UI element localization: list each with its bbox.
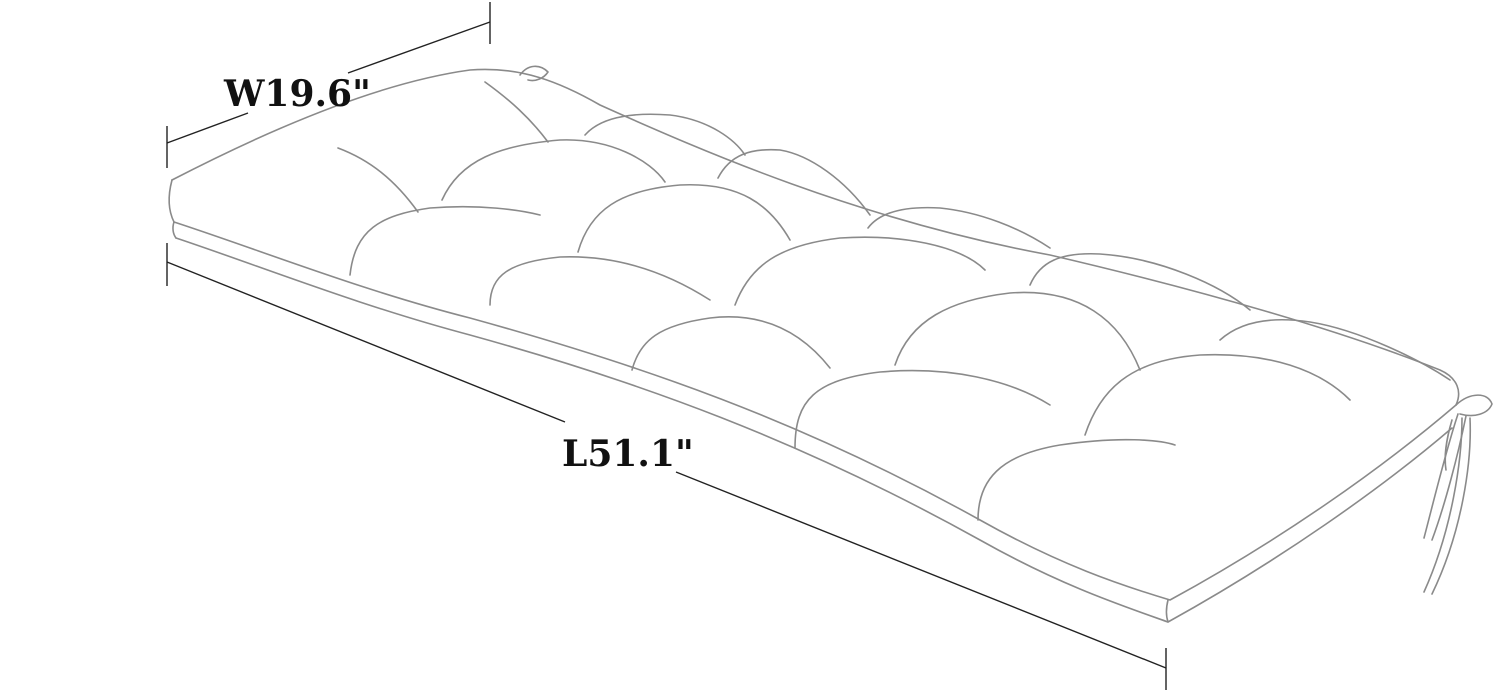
cushion-left-end [172, 221, 177, 239]
tie-loop [519, 65, 549, 82]
tie-strap [1444, 419, 1453, 471]
cushion-top-edge [171, 68, 1460, 406]
tie-strap [1423, 417, 1463, 593]
tuft-crease [337, 147, 419, 213]
tie-strap [1423, 413, 1459, 539]
length-dimension-line-left [166, 261, 566, 423]
tie-strap [1455, 394, 1493, 417]
tuft-pillow [734, 236, 986, 306]
tuft-crease [484, 81, 549, 143]
tuft-pillow [584, 113, 746, 156]
tuft-pillow [794, 369, 1051, 449]
tuft-pillow [577, 183, 791, 253]
width-dimension-line-lower [166, 112, 249, 144]
cushion-piping-top [173, 221, 1457, 601]
tuft-pillow [1029, 252, 1251, 311]
tuft-pillow [349, 205, 541, 276]
tuft-pillow [977, 438, 1176, 521]
cushion-left-seam [168, 179, 175, 223]
width-dimension-line-upper [347, 21, 491, 74]
cushion-right-end [1165, 599, 1169, 623]
tie-strap [1431, 417, 1472, 595]
tuft-pillow [1084, 353, 1351, 436]
tuft-pillow [441, 139, 666, 201]
tuft-pillow [867, 206, 1051, 249]
tuft-pillow [1219, 319, 1451, 381]
width-dimension-label: W19.6" [224, 73, 371, 115]
length-dimension-label: L51.1" [562, 433, 694, 475]
tuft-pillow [631, 316, 831, 371]
tuft-pillow [894, 291, 1141, 371]
length-dimension-line-right [675, 471, 1167, 669]
tuft-pillow [717, 148, 871, 216]
tuft-pillow [489, 256, 711, 306]
cushion-piping-bottom [175, 237, 1453, 623]
tie-strap [1431, 415, 1467, 541]
